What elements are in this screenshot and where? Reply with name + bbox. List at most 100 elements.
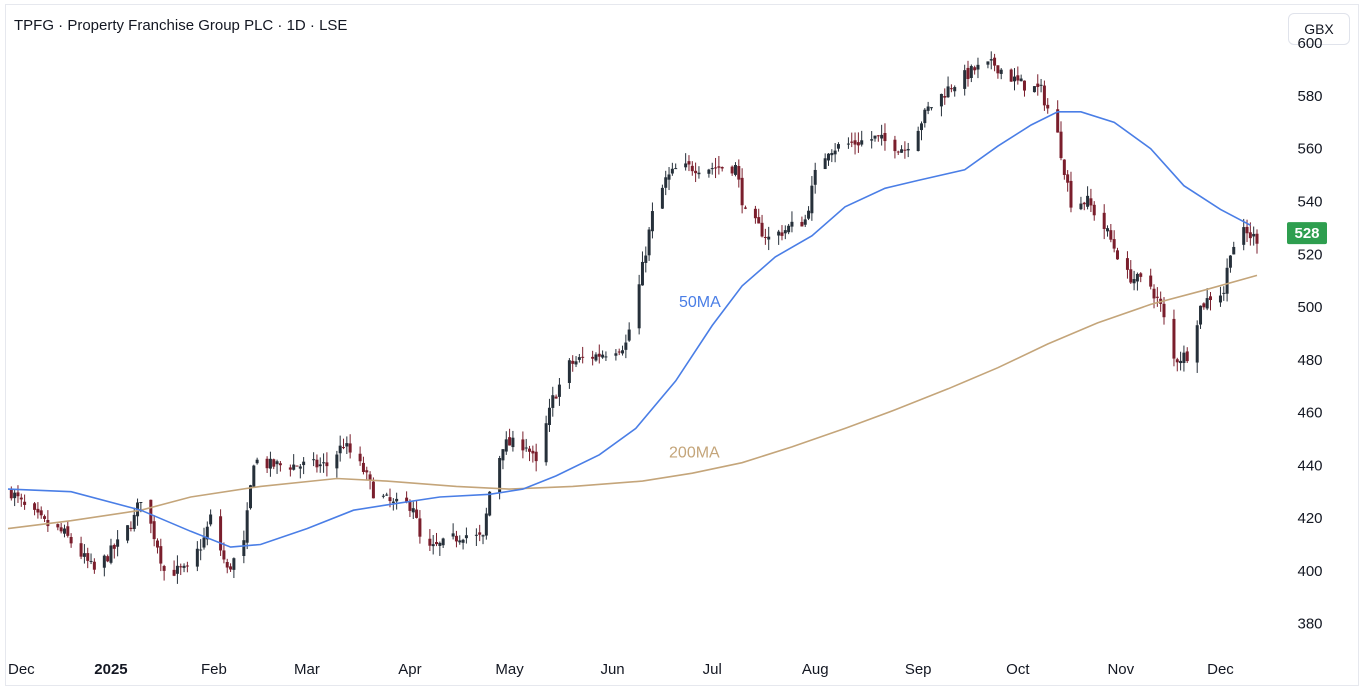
candle-body (697, 172, 701, 175)
candle-body (39, 510, 43, 516)
candle-body (1109, 230, 1113, 240)
candle-body (1139, 273, 1143, 277)
candle-body (82, 553, 86, 557)
candle-body (1218, 295, 1222, 303)
candle-body (813, 169, 817, 185)
candle-body (126, 525, 130, 541)
candle-body (969, 66, 973, 79)
ma200-line (7, 274, 1258, 530)
candle-body (79, 543, 83, 557)
candle-body (916, 130, 920, 151)
x-tick-label: Sep (905, 661, 932, 678)
candle-body (803, 219, 807, 225)
candle-body (1056, 109, 1060, 133)
x-tick-label: Oct (1006, 661, 1030, 678)
candle-body (438, 542, 442, 546)
candle-body (209, 514, 213, 525)
y-tick-label: 560 (1297, 141, 1322, 158)
candle-body (777, 231, 781, 236)
candle-body (810, 185, 814, 214)
y-tick-label: 380 (1297, 616, 1322, 633)
candlestick-series (9, 51, 1259, 584)
candle-body (624, 342, 628, 350)
candle-body (757, 217, 761, 224)
candle-body (1036, 83, 1040, 88)
candle-body (767, 236, 771, 240)
last-price-tag: 528 (1287, 222, 1327, 245)
candle-body (906, 148, 910, 151)
candle-body (966, 67, 970, 80)
candle-body (159, 546, 163, 564)
candle-body (1102, 212, 1106, 229)
candle-body (408, 501, 412, 511)
x-tick-label: Feb (201, 661, 227, 678)
candle-body (1115, 250, 1119, 260)
candle-body (318, 464, 322, 467)
candle-body (461, 539, 465, 543)
candle-body (501, 449, 505, 461)
candle-body (1195, 325, 1199, 363)
x-tick-label: Jun (600, 661, 624, 678)
x-tick-label: Dec (1207, 661, 1234, 678)
candle-body (1179, 360, 1183, 364)
candle-body (1032, 86, 1036, 93)
candle-body (989, 59, 993, 61)
candle-body (1135, 273, 1139, 282)
candle-body (102, 555, 106, 568)
y-tick-label: 580 (1297, 88, 1322, 105)
candle-body (435, 542, 439, 545)
x-tick-label: Apr (398, 661, 421, 678)
candle-body (1082, 202, 1086, 205)
ma50-label: 50MA (679, 294, 721, 311)
candle-body (1149, 275, 1153, 287)
candle-body (787, 225, 791, 233)
candle-body (577, 357, 581, 360)
x-tick-label: 2025 (94, 661, 127, 678)
candle-body (903, 149, 907, 151)
candle-body (405, 497, 409, 503)
candle-body (172, 569, 176, 576)
candle-body (873, 135, 877, 139)
candle-body (684, 163, 688, 168)
candle-body (1019, 78, 1023, 82)
candle-body (1155, 296, 1159, 298)
candle-body (268, 458, 272, 469)
candle-body (1009, 69, 1013, 82)
candle-body (591, 356, 595, 359)
candle-body (385, 494, 389, 496)
candle-body (544, 423, 548, 463)
candle-body (139, 502, 143, 504)
candle-body (896, 151, 900, 153)
currency-button[interactable]: GBX (1288, 13, 1350, 45)
candle-body (1089, 198, 1093, 206)
candle-body (9, 489, 13, 499)
candle-body (1059, 131, 1063, 159)
x-tick-label: Mar (294, 661, 320, 678)
candle-body (999, 69, 1003, 74)
candle-body (853, 140, 857, 145)
candle-body (1232, 246, 1236, 255)
candle-body (511, 437, 515, 448)
candle-body (614, 353, 618, 356)
candle-body (876, 135, 880, 137)
candle-body (714, 167, 718, 169)
candle-body (710, 168, 714, 170)
candle-body (986, 61, 990, 65)
candle-body (348, 443, 352, 453)
candle-body (162, 566, 166, 571)
candle-body (431, 544, 435, 547)
candle-body (627, 329, 631, 341)
candle-body (807, 210, 811, 219)
candle-body (179, 566, 183, 568)
candle-body (674, 168, 678, 170)
candle-body (664, 177, 668, 188)
y-tick-label: 440 (1297, 457, 1322, 474)
candle-body (43, 516, 47, 519)
candle-body (1222, 292, 1226, 294)
candle-body (860, 140, 864, 145)
candle-body (222, 550, 226, 560)
candle-body (790, 221, 794, 227)
candle-body (850, 141, 854, 143)
candle-body (315, 459, 319, 468)
